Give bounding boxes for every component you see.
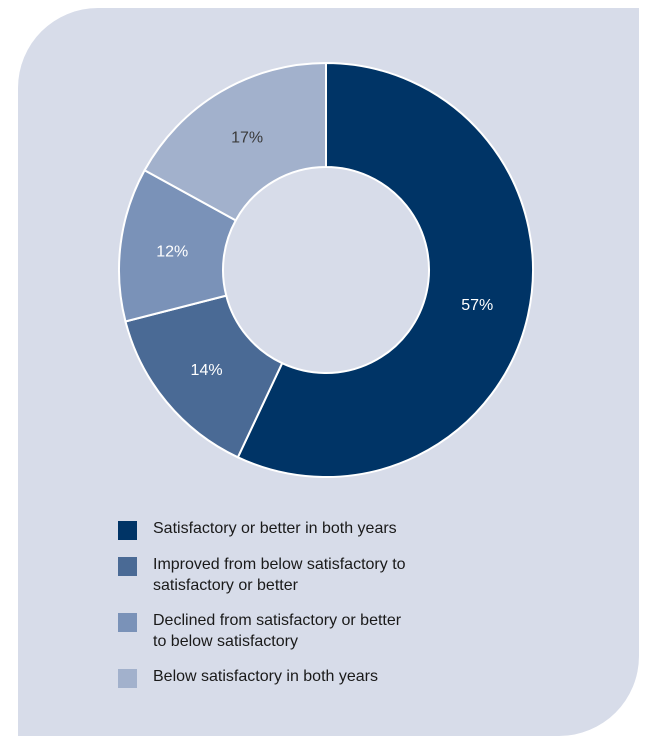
legend-swatch — [118, 613, 137, 632]
donut-labels: 57% 14% 12% 17% — [156, 130, 493, 379]
slice-value-label: 14% — [191, 362, 223, 379]
slice-value-label: 17% — [231, 130, 263, 147]
donut-chart: 57% 14% 12% 17% — [118, 61, 534, 478]
legend-line: Improved from below satisfactory to — [153, 556, 406, 573]
slice-value-label: 57% — [461, 297, 493, 314]
legend-label: Improved from below satisfactory to sati… — [153, 554, 406, 596]
legend-label: Declined from satisfactory or better to … — [153, 610, 401, 652]
legend-line: Declined from satisfactory or better — [153, 612, 402, 629]
legend-item-below-both: Below satisfactory in both years — [118, 666, 498, 688]
legend-label: Satisfactory or better in both years — [153, 518, 397, 539]
donut-slice — [124, 294, 284, 459]
legend-swatch — [118, 669, 137, 688]
legend-item-satisfactory-both: Satisfactory or better in both years — [118, 518, 498, 540]
legend-item-improved: Improved from below satisfactory to sati… — [118, 554, 498, 596]
legend-line: satisfactory or better — [153, 577, 298, 594]
chart-legend: Satisfactory or better in both years Imp… — [118, 518, 498, 702]
legend-item-declined: Declined from satisfactory or better to … — [118, 610, 498, 652]
donut-slice — [236, 61, 534, 478]
donut-slices — [118, 61, 534, 478]
legend-swatch — [118, 521, 137, 540]
slice-value-label: 12% — [156, 244, 188, 261]
legend-label: Below satisfactory in both years — [153, 666, 378, 687]
legend-line: Below satisfactory in both years — [153, 668, 378, 685]
legend-swatch — [118, 557, 137, 576]
legend-line: Satisfactory or better in both years — [153, 520, 397, 537]
donut-slice — [143, 61, 327, 222]
legend-line: to below satisfactory — [153, 633, 298, 650]
